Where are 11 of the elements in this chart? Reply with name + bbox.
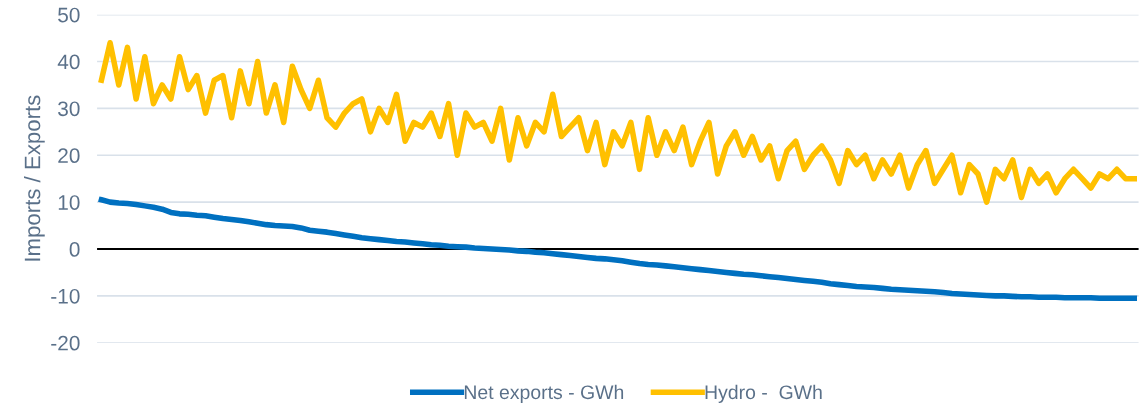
y-tick-label: 20 — [58, 148, 80, 164]
y-tick-label: 30 — [58, 101, 80, 117]
y-tick-label: -20 — [51, 335, 80, 351]
y-tick-label: -10 — [51, 288, 80, 304]
y-tick-label: 0 — [69, 242, 80, 257]
legend-label: Hydro - GWh — [705, 384, 822, 403]
y-tick-label: 50 — [58, 7, 80, 23]
y-tick-label: 40 — [57, 54, 80, 70]
y-tick-label: 10 — [58, 195, 80, 210]
legend-label: Net exports - GWh — [464, 384, 624, 403]
y-axis-title: Imports / Exports — [24, 95, 45, 261]
